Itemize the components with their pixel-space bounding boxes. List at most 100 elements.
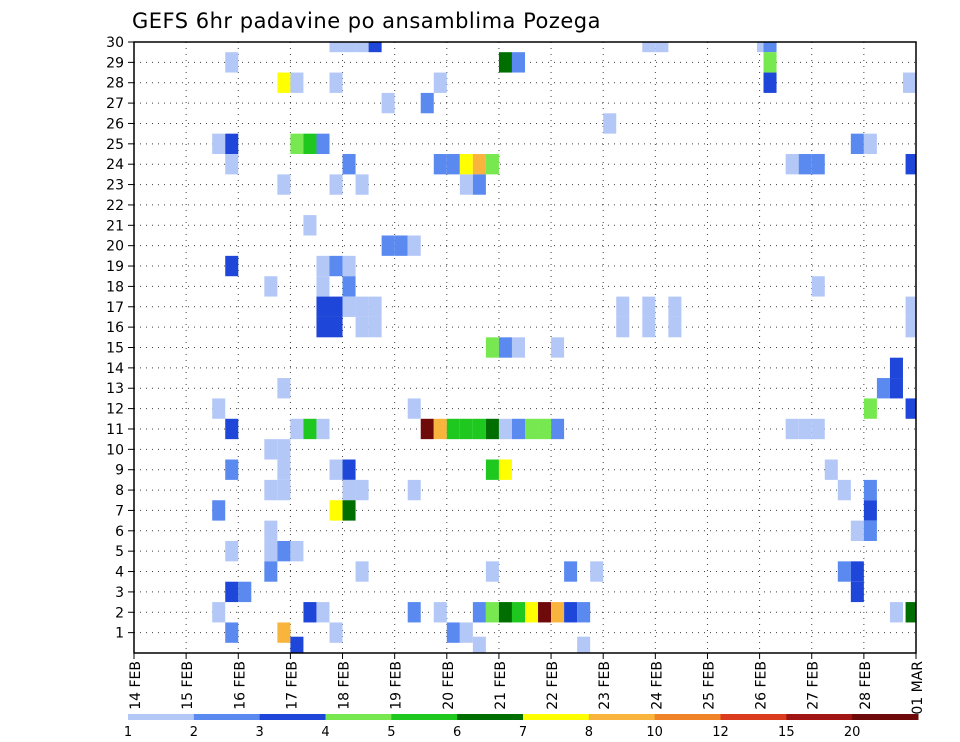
heatmap-cell [290, 636, 304, 653]
x-tick-label: 19 FEB [389, 661, 405, 710]
heatmap-cell [577, 636, 591, 653]
colorbar-label: 12 [712, 725, 729, 740]
y-tick-label: 27 [106, 96, 124, 112]
heatmap-cell [616, 296, 630, 317]
heatmap-cell [407, 398, 421, 419]
y-tick-label: 29 [106, 55, 124, 71]
heatmap-cell [863, 398, 877, 419]
y-tick-label: 12 [106, 402, 124, 418]
heatmap-cell [316, 296, 330, 317]
heatmap-cell [446, 154, 460, 175]
colorbar-label: 8 [585, 725, 593, 740]
heatmap-cell [905, 154, 916, 175]
heatmap-cell [316, 276, 330, 297]
heatmap-cell [889, 378, 903, 399]
heatmap-cell [225, 540, 239, 562]
x-tick-label: 28 FEB [858, 661, 874, 710]
heatmap-cell [264, 439, 278, 460]
colorbar-label: 15 [778, 725, 795, 740]
heatmap-cell [355, 316, 369, 338]
heatmap-cell [485, 154, 499, 175]
heatmap-cell [290, 133, 304, 155]
heatmap-cell [290, 72, 304, 93]
heatmap-cell [303, 418, 317, 440]
heatmap-cell [316, 602, 330, 623]
heatmap-cell [277, 72, 291, 93]
y-tick-label: 21 [106, 218, 124, 234]
heatmap-cell [511, 337, 525, 358]
heatmap-cell [342, 479, 356, 501]
heatmap-cell [212, 500, 226, 521]
heatmap-cell [472, 636, 486, 653]
heatmap-cell [511, 418, 525, 440]
heatmap-cell [837, 561, 851, 582]
heatmap-cell [472, 154, 486, 175]
heatmap-cell [763, 72, 777, 93]
heatmap-cell [342, 255, 356, 277]
y-tick-label: 22 [106, 198, 124, 214]
y-tick-label: 4 [115, 565, 124, 581]
x-tick-label: 20 FEB [441, 661, 457, 710]
heatmap-cell [355, 42, 369, 53]
heatmap-cell [902, 72, 916, 93]
heatmap-cell [355, 296, 369, 317]
x-tick-label: 25 FEB [701, 661, 717, 710]
heatmap-cell [498, 337, 512, 358]
heatmap-cell [668, 316, 682, 338]
heatmap-cell [290, 418, 304, 440]
y-tick-label: 2 [115, 605, 124, 621]
heatmap-cell [850, 520, 864, 541]
heatmap-cell [277, 439, 291, 460]
heatmap-cell [329, 316, 343, 338]
heatmap-cell [212, 602, 226, 623]
heatmap-cell [277, 479, 291, 501]
colorbar-swatch [259, 714, 326, 720]
colorbar-swatch [325, 714, 392, 720]
heatmap-cell [342, 459, 356, 480]
heatmap-cell [329, 255, 343, 277]
heatmap-cell [329, 296, 343, 317]
heatmap-cell [225, 581, 239, 603]
heatmap-cell [277, 622, 291, 643]
heatmap-cell [329, 174, 343, 195]
y-tick-label: 30 [106, 35, 124, 51]
heatmap-cell [329, 459, 343, 480]
heatmap-cell [368, 316, 382, 338]
heatmap-cell [355, 561, 369, 582]
y-tick-label: 19 [106, 259, 124, 275]
x-tick-label: 22 FEB [545, 661, 561, 710]
heatmap-cell [472, 602, 486, 623]
x-tick-label: 16 FEB [232, 661, 248, 710]
heatmap-cell [876, 378, 890, 399]
y-tick-label: 17 [106, 300, 124, 316]
x-tick-label: 24 FEB [649, 661, 665, 710]
heatmap-cell [824, 459, 838, 480]
heatmap-cell [316, 255, 330, 277]
heatmap-cell [564, 602, 578, 623]
heatmap-cell [850, 561, 864, 582]
heatmap-cell [225, 418, 239, 440]
y-tick-label: 26 [106, 116, 124, 132]
x-tick-label: 23 FEB [597, 661, 613, 710]
colorbar-swatch [128, 714, 195, 720]
y-tick-label: 10 [106, 442, 124, 458]
heatmap-cell [551, 602, 565, 623]
heatmap-cell [616, 316, 630, 338]
heatmap-cell [538, 602, 552, 623]
heatmap-cell [850, 133, 864, 155]
colorbar: 1 2 3 4 5 6 7 8 10 12 15 20 [124, 714, 919, 740]
colorbar-label: 7 [519, 725, 527, 740]
heatmap-cell [863, 479, 877, 501]
heatmap-cell [277, 459, 291, 480]
heatmap-cell [655, 42, 669, 53]
heatmap-cell [277, 378, 291, 399]
heatmap-cell [525, 418, 539, 440]
heatmap-cell [225, 133, 239, 155]
x-tick-label: 21 FEB [493, 661, 509, 710]
heatmap-cell [485, 337, 499, 358]
heatmap-cell [498, 418, 512, 440]
heatmap-cell [577, 602, 591, 623]
heatmap-cell [264, 520, 278, 541]
heatmap-cell [459, 418, 473, 440]
